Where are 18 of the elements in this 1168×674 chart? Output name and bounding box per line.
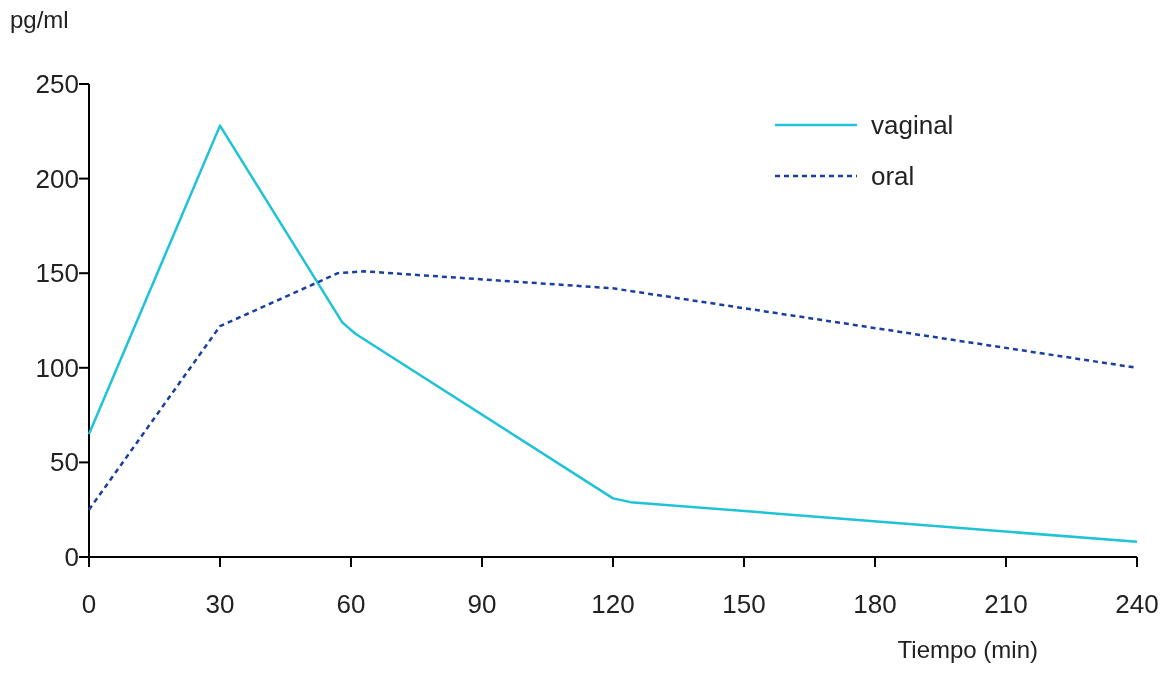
x-tick-label: 210 bbox=[984, 589, 1028, 619]
x-tick-label: 150 bbox=[722, 589, 766, 619]
x-tick-label: 90 bbox=[467, 589, 497, 619]
x-tick-label: 60 bbox=[336, 589, 366, 619]
y-axis-title: pg/ml bbox=[10, 6, 69, 33]
x-tick-label: 30 bbox=[205, 589, 235, 619]
y-tick-label: 0 bbox=[64, 542, 79, 572]
legend-label: vaginal bbox=[871, 110, 954, 140]
x-axis-title: Tiempo (min) bbox=[897, 636, 1038, 663]
y-tick-label: 250 bbox=[35, 69, 79, 99]
x-tick-label: 120 bbox=[591, 589, 635, 619]
legend-label: oral bbox=[871, 161, 915, 191]
y-tick-label: 200 bbox=[35, 163, 79, 194]
y-tick-label: 150 bbox=[35, 258, 79, 289]
x-tick-label: 240 bbox=[1115, 589, 1159, 619]
x-tick-label: 180 bbox=[853, 589, 897, 619]
y-tick-label: 50 bbox=[50, 447, 79, 478]
y-tick-label: 100 bbox=[35, 352, 79, 383]
